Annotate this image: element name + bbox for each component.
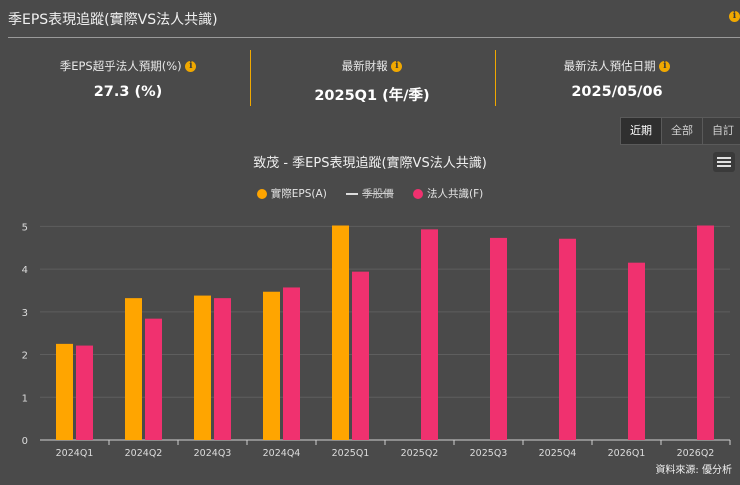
info-icon[interactable]: i bbox=[185, 61, 197, 72]
bar-consensus bbox=[559, 238, 576, 440]
bar-consensus bbox=[214, 298, 231, 440]
stat-estimate-date: 最新法人預估日期 i 2025/05/06 bbox=[497, 58, 737, 100]
x-tick-label: 2026Q1 bbox=[608, 448, 646, 459]
data-source: 資料來源: 優分析 bbox=[655, 465, 732, 476]
y-tick-label: 0 bbox=[22, 436, 28, 447]
legend-item-consensus[interactable]: 法人共識(F) bbox=[412, 186, 484, 201]
x-tick-label: 2026Q2 bbox=[677, 448, 715, 459]
legend-actual-label: 實際EPS(A) bbox=[270, 188, 327, 200]
stat-latest-report-value: 2025Q1 (年/季) bbox=[314, 88, 430, 104]
legend-item-price[interactable]: 季股價 bbox=[346, 186, 394, 201]
range-tabs: 近期 全部 自訂 bbox=[620, 117, 740, 145]
bar-actual bbox=[332, 225, 349, 440]
x-tick-label: 2024Q2 bbox=[125, 448, 163, 459]
x-tick-label: 2024Q4 bbox=[263, 448, 301, 459]
y-tick-label: 5 bbox=[22, 222, 28, 233]
stat-latest-report-label: 最新財報 bbox=[341, 59, 388, 73]
divider bbox=[8, 37, 740, 38]
tab-recent[interactable]: 近期 bbox=[620, 117, 662, 145]
bar-actual bbox=[56, 343, 73, 440]
stat-surprise-label: 季EPS超乎法人預期(%) bbox=[59, 59, 182, 73]
stat-surprise-value: 27.3 (%) bbox=[93, 84, 163, 100]
bar-consensus bbox=[421, 229, 438, 440]
legend-price-label: 季股價 bbox=[362, 188, 394, 200]
stat-estimate-date-label: 最新法人預估日期 bbox=[563, 59, 656, 73]
bar-consensus bbox=[76, 345, 93, 440]
bar-consensus bbox=[628, 262, 645, 440]
x-tick-label: 2025Q3 bbox=[470, 448, 508, 459]
tab-all[interactable]: 全部 bbox=[661, 117, 703, 145]
info-icon[interactable]: i bbox=[729, 11, 740, 22]
info-icon[interactable]: i bbox=[659, 61, 671, 72]
legend-consensus-label: 法人共識(F) bbox=[426, 188, 484, 200]
info-icon[interactable]: i bbox=[391, 61, 403, 72]
bar-actual bbox=[125, 298, 142, 440]
legend-actual-swatch bbox=[256, 189, 267, 199]
bar-consensus bbox=[283, 287, 300, 440]
y-tick-label: 2 bbox=[22, 351, 28, 362]
legend-price-swatch bbox=[346, 193, 359, 195]
y-tick-label: 4 bbox=[22, 265, 28, 276]
legend-consensus-swatch bbox=[412, 189, 423, 199]
legend-item-actual[interactable]: 實際EPS(A) bbox=[256, 186, 327, 201]
legend: 實際EPS(A) 季股價 法人共識(F) bbox=[0, 186, 740, 201]
bar-consensus bbox=[697, 225, 714, 440]
x-tick-label: 2024Q1 bbox=[56, 448, 94, 459]
x-tick-label: 2024Q3 bbox=[194, 448, 232, 459]
tab-custom[interactable]: 自訂 bbox=[702, 117, 740, 145]
hamburger-menu-icon[interactable] bbox=[713, 152, 735, 172]
stat-surprise: 季EPS超乎法人預期(%) i 27.3 (%) bbox=[8, 58, 248, 100]
header: 季EPS表現追蹤(實際VS法人共識) i bbox=[0, 0, 740, 38]
bar-actual bbox=[263, 291, 280, 440]
divider bbox=[250, 50, 251, 106]
page-title: 季EPS表現追蹤(實際VS法人共識) bbox=[8, 12, 218, 28]
stat-latest-report: 最新財報 i 2025Q1 (年/季) bbox=[252, 58, 492, 105]
x-tick-label: 2025Q4 bbox=[539, 448, 577, 459]
bar-actual bbox=[194, 295, 211, 440]
y-tick-label: 3 bbox=[22, 308, 28, 319]
y-tick-label: 1 bbox=[22, 393, 28, 404]
divider bbox=[495, 50, 496, 106]
bar-consensus bbox=[145, 318, 162, 440]
stat-estimate-date-value: 2025/05/06 bbox=[571, 84, 663, 100]
bar-consensus bbox=[352, 271, 369, 440]
x-tick-label: 2025Q1 bbox=[332, 448, 370, 459]
chart-title: 致茂 - 季EPS表現追蹤(實際VS法人共識) bbox=[253, 156, 487, 171]
bar-consensus bbox=[490, 237, 507, 440]
x-tick-label: 2025Q2 bbox=[401, 448, 439, 459]
